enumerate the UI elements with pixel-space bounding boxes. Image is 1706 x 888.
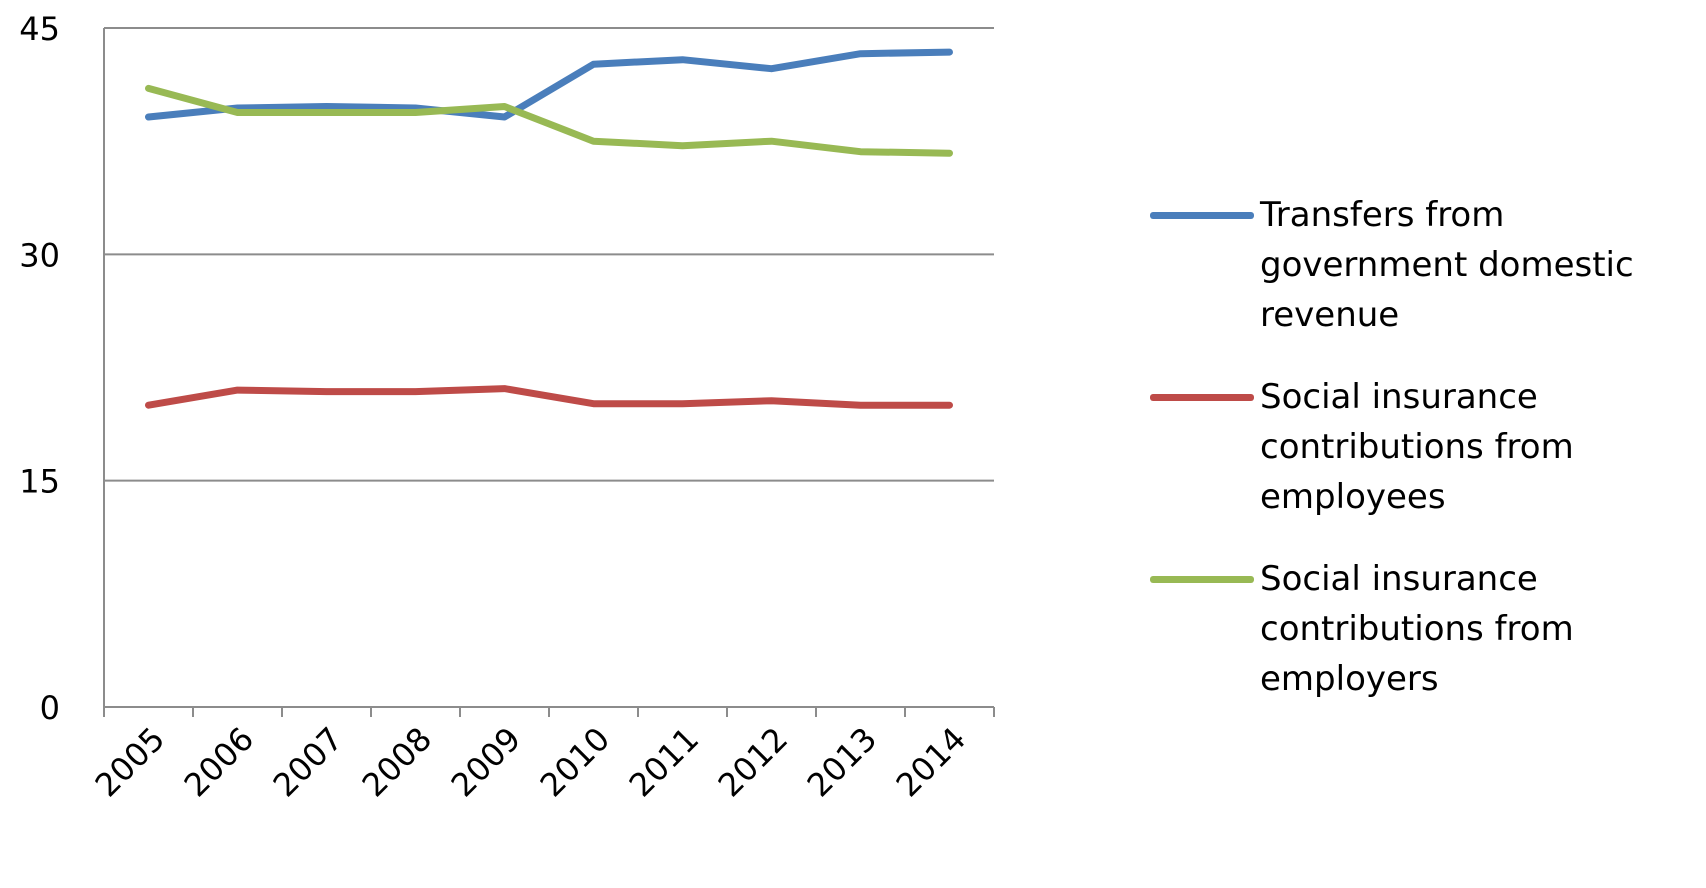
x-tick-label-2011: 2011 xyxy=(622,720,706,804)
series-line-transfers xyxy=(145,48,953,121)
legend-label-employers: Social insurance contributions from empl… xyxy=(1260,559,1574,699)
legend-swatch-employees xyxy=(1150,394,1254,401)
x-tick-label-2012: 2012 xyxy=(711,720,795,804)
legend-swatch-transfers xyxy=(1150,212,1254,219)
legend-item-employees: Social insurance contributions from empl… xyxy=(1150,372,1700,532)
x-tick-label-2006: 2006 xyxy=(177,720,261,804)
y-tick-label-30: 30 xyxy=(19,236,60,274)
x-tick-label-2007: 2007 xyxy=(266,720,350,804)
legend-label-employees: Social insurance contributions from empl… xyxy=(1260,377,1574,517)
y-tick-label-45: 45 xyxy=(19,10,60,48)
legend: Transfers from government domestic reven… xyxy=(1150,190,1700,714)
series-line-employees xyxy=(145,385,953,409)
series-line-employers xyxy=(145,84,953,157)
x-tick-label-2005: 2005 xyxy=(88,720,172,804)
x-tick-label-2010: 2010 xyxy=(533,720,617,804)
legend-swatch-employers xyxy=(1150,576,1254,583)
x-tick-label-2013: 2013 xyxy=(800,720,884,804)
legend-item-employers: Social insurance contributions from empl… xyxy=(1150,554,1700,714)
x-tick-label-2014: 2014 xyxy=(889,720,973,804)
legend-item-transfers: Transfers from government domestic reven… xyxy=(1150,190,1700,350)
y-tick-label-15: 15 xyxy=(19,463,60,501)
y-tick-label-0: 0 xyxy=(40,689,60,727)
x-tick-label-2009: 2009 xyxy=(444,720,528,804)
x-tick-label-2008: 2008 xyxy=(355,720,439,804)
legend-label-transfers: Transfers from government domestic reven… xyxy=(1260,195,1634,335)
